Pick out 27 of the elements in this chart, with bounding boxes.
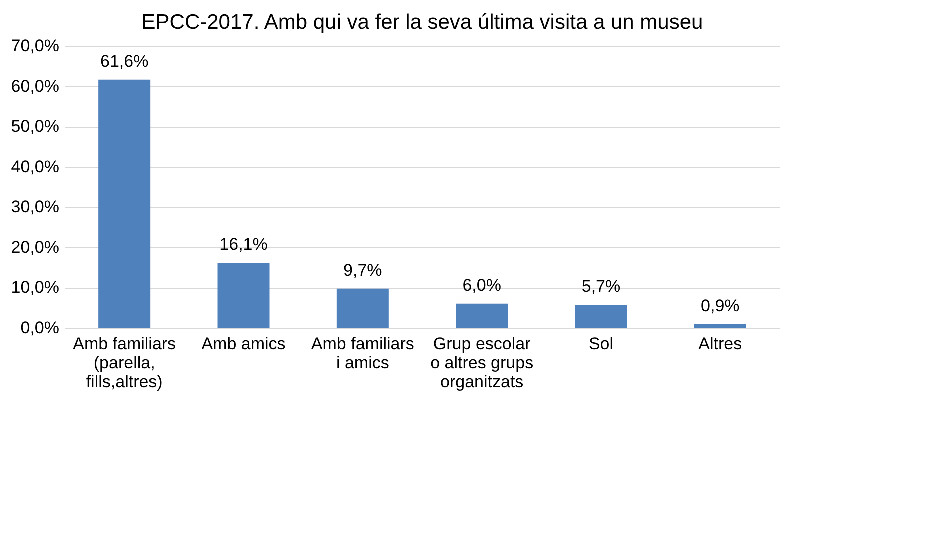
- bar: [98, 80, 151, 328]
- y-tick-label: 0,0%: [20, 318, 60, 338]
- x-tick-label: Sol: [588, 334, 614, 354]
- x-tick-label: Altres: [698, 334, 742, 354]
- y-tick-label: 30,0%: [11, 198, 60, 217]
- data-label: 6,0%: [462, 276, 502, 295]
- y-tick-label: 50,0%: [11, 117, 60, 136]
- data-label: 9,7%: [344, 260, 382, 280]
- data-label: 61,6%: [100, 52, 149, 71]
- bar: [694, 324, 746, 328]
- bar: [218, 263, 270, 328]
- bar: [456, 304, 508, 328]
- data-label: 0,9%: [701, 296, 740, 316]
- y-tick-label: 70,0%: [11, 36, 60, 56]
- x-tick-label: Grup escolar o altres grups organitzats: [430, 334, 534, 392]
- bar: [575, 305, 628, 328]
- data-label: 16,1%: [220, 235, 268, 254]
- chart-title: EPCC-2017. Amb qui va fer la seva última visita a un museu: [142, 11, 704, 34]
- y-tick-label: 40,0%: [11, 157, 60, 176]
- x-tick-label: Amb amics: [202, 334, 286, 354]
- y-tick-label: 20,0%: [11, 238, 60, 257]
- x-tick-label: Amb familiars i amics: [311, 334, 414, 372]
- data-label: 5,7%: [582, 277, 621, 296]
- y-tick-label: 10,0%: [11, 278, 60, 298]
- y-tick-label: 60,0%: [11, 76, 60, 96]
- x-tick-label: Amb familiars (parella, fills,altres): [73, 334, 176, 392]
- bar: [336, 288, 389, 328]
